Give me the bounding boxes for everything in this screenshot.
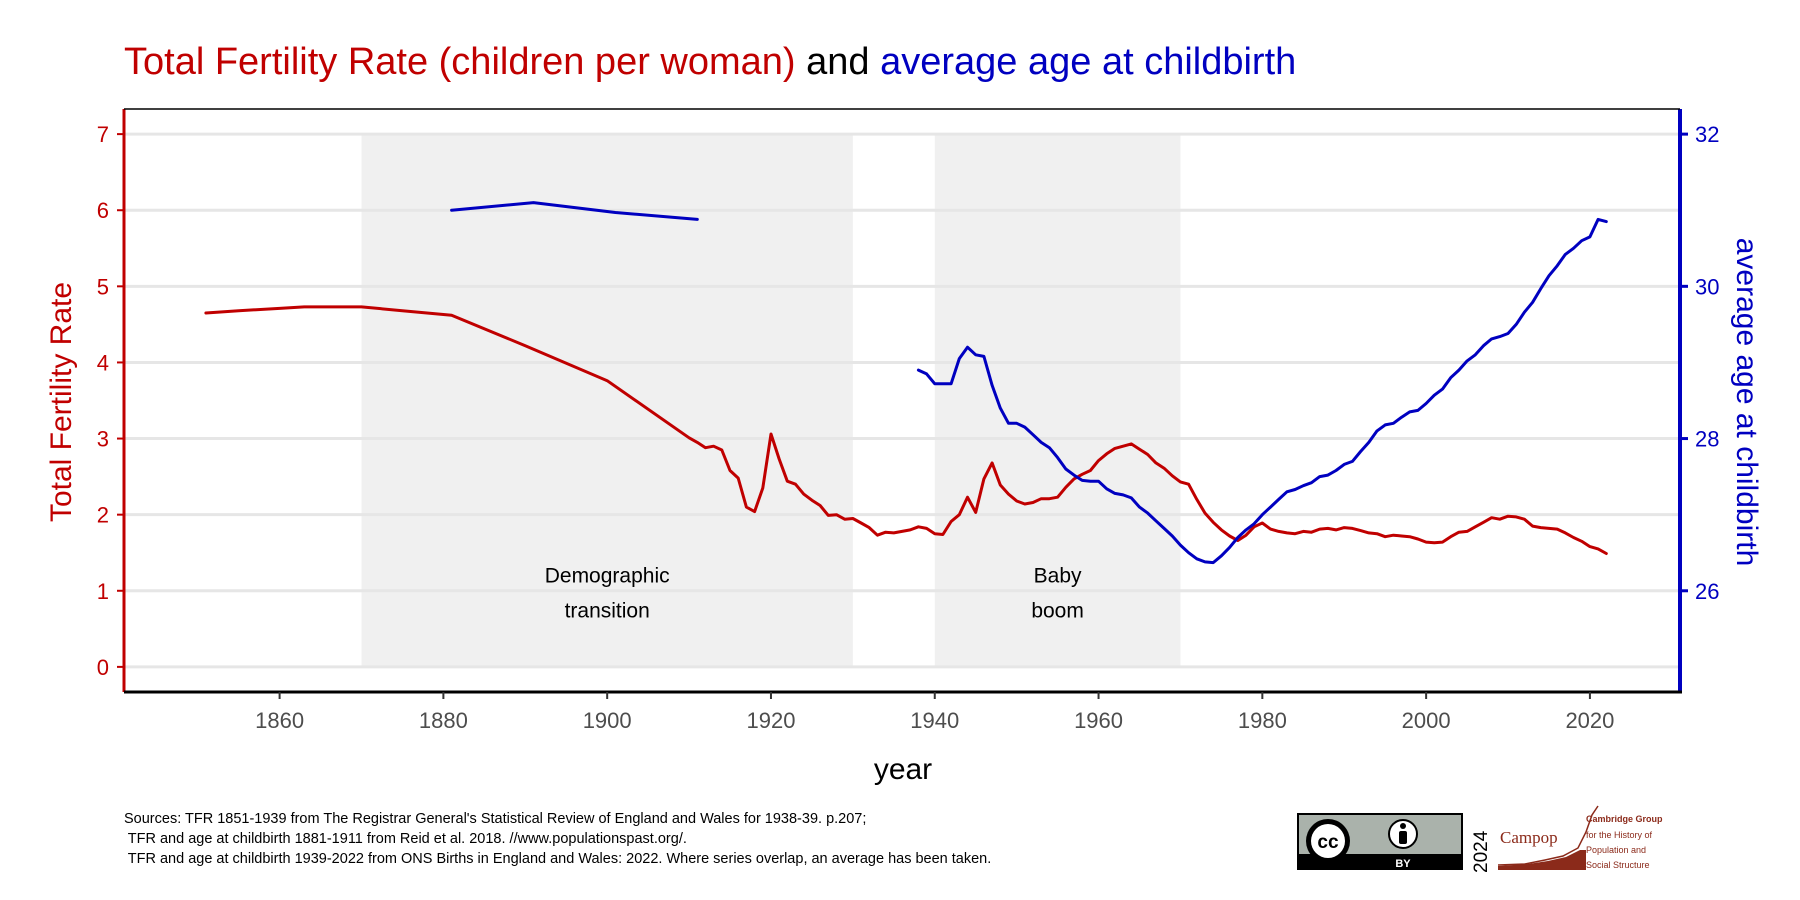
y-left-tick-label-6: 6 xyxy=(97,198,109,223)
campop-logo: Campop Cambridge Group for the History o… xyxy=(1497,805,1663,870)
cc-by-badge: cc BY xyxy=(1297,813,1463,870)
age-line-segment-1 xyxy=(450,201,699,221)
y-left-tick-label-1: 1 xyxy=(97,579,109,604)
title-tfr-part: Total Fertility Rate (children per woman… xyxy=(124,41,796,83)
campop-line-3: Population and xyxy=(1586,845,1646,855)
source-line-2: TFR and age at childbirth 1881-1911 from… xyxy=(124,831,687,847)
campop-line-2: for the History of xyxy=(1586,830,1653,840)
x-tick-label-1900: 1900 xyxy=(583,708,632,733)
band-label-1-line-2: transition xyxy=(565,600,650,623)
logo-year: 2024 xyxy=(1471,830,1492,873)
attribution-person-icon xyxy=(1388,819,1418,849)
shaded-bands xyxy=(361,134,1181,667)
tick-labels: 1860 1880 1900 1920 1940 1960 1980 2000 2020 0 1 2 3… xyxy=(97,122,1720,733)
tfr-line-segment-1 xyxy=(204,305,1608,555)
campop-line-4: Social Structure xyxy=(1586,860,1650,870)
y-axis-left-title: Total Fertility Rate xyxy=(45,282,78,522)
band-label-1-line-1: Demographic xyxy=(545,565,670,588)
campop-name: Campop xyxy=(1500,828,1558,847)
title-age-part: average age at childbirth xyxy=(880,41,1296,83)
source-line-1: Sources: TFR 1851-1939 from The Registra… xyxy=(124,811,866,827)
y-left-tick-label-3: 3 xyxy=(97,427,109,452)
y-right-tick-label-26: 26 xyxy=(1695,579,1719,604)
creative-commons-icon: cc xyxy=(1306,819,1350,863)
campop-line-1: Cambridge Group xyxy=(1586,814,1663,824)
svg-text:cc: cc xyxy=(1317,832,1339,853)
source-line-3: TFR and age at childbirth 1939-2022 from… xyxy=(124,851,991,867)
y-left-tick-label-2: 2 xyxy=(97,503,109,528)
shaded-band-2 xyxy=(934,134,1181,667)
x-tick-label-1880: 1880 xyxy=(419,708,468,733)
y-left-tick-label-5: 5 xyxy=(97,274,109,299)
x-tick-label-1860: 1860 xyxy=(255,708,304,733)
y-left-tick-label-0: 0 xyxy=(97,655,109,680)
age-line-segment-2 xyxy=(916,217,1608,565)
x-axis-title: year xyxy=(874,753,932,786)
x-tick-label-1920: 1920 xyxy=(746,708,795,733)
y-right-tick-label-30: 30 xyxy=(1695,274,1719,299)
y-axis-right-title: average age at childbirth xyxy=(1730,238,1763,567)
shaded-band-1 xyxy=(361,134,853,667)
chart-title: Total Fertility Rate (children per woman… xyxy=(124,41,1296,83)
cc-by-label: BY xyxy=(1395,858,1411,870)
sources: Sources: TFR 1851-1939 from The Registra… xyxy=(124,811,991,867)
x-tick-label-1960: 1960 xyxy=(1074,708,1123,733)
band-label-2-line-2: boom xyxy=(1031,600,1084,623)
y-right-tick-label-32: 32 xyxy=(1695,122,1719,147)
x-tick-label-1940: 1940 xyxy=(910,708,959,733)
band-label-2-line-1: Baby xyxy=(1034,565,1082,588)
x-tick-label-2020: 2020 xyxy=(1565,708,1614,733)
title-and-part: and xyxy=(796,41,881,83)
y-left-tick-label-7: 7 xyxy=(97,122,109,147)
x-tick-label-2000: 2000 xyxy=(1402,708,1451,733)
gridlines xyxy=(124,132,1680,669)
y-left-tick-label-4: 4 xyxy=(97,350,109,375)
band-labels: Demographic transition Baby boom xyxy=(545,565,1084,623)
axes xyxy=(122,108,1682,694)
y-right-tick-label-28: 28 xyxy=(1695,427,1719,452)
series-lines xyxy=(204,201,1608,565)
x-tick-label-1980: 1980 xyxy=(1238,708,1287,733)
